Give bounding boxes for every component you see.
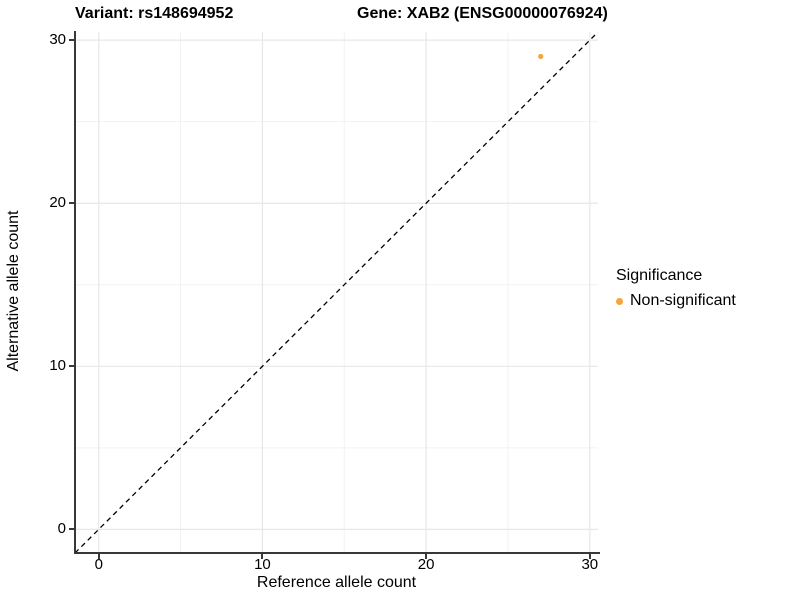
x-tick-mark: [261, 553, 264, 559]
x-axis-line: [73, 551, 600, 554]
y-tick-label: 0: [57, 520, 66, 538]
x-tick-label: 0: [94, 556, 103, 573]
x-tick-label: 10: [254, 556, 271, 573]
legend-item-label: Non-significant: [630, 292, 736, 309]
legend-title: Significance: [616, 267, 703, 284]
x-tick-label: 20: [417, 556, 435, 573]
y-tick-label: 10: [49, 357, 66, 375]
identity-reference-line: [75, 32, 598, 553]
data-point: [538, 53, 544, 60]
x-tick-mark: [588, 553, 591, 559]
legend-item: Non-significant: [616, 292, 736, 310]
plot-title-gene: Gene: XAB2 (ENSG00000076924): [357, 5, 608, 22]
legend-point-circle-icon: [616, 297, 623, 305]
plot-panel: [75, 32, 598, 553]
x-tick-mark: [97, 553, 100, 559]
y-axis-title: Alternative allele count: [5, 210, 22, 372]
x-axis-title: Reference allele count: [256, 574, 417, 591]
y-tick-mark: [68, 39, 74, 42]
x-tick-label: 30: [581, 556, 599, 573]
y-tick-label: 20: [49, 194, 66, 212]
x-tick-mark: [425, 553, 428, 559]
plot-title-variant: Variant: rs148694952: [75, 5, 234, 22]
y-tick-mark: [68, 528, 74, 531]
plot-canvas: [75, 32, 598, 553]
y-tick-mark: [68, 365, 74, 368]
y-tick-mark: [68, 202, 74, 205]
y-axis-line: [73, 31, 76, 554]
legend: Significance Non-significant: [616, 267, 736, 310]
y-tick-label: 30: [49, 31, 66, 49]
